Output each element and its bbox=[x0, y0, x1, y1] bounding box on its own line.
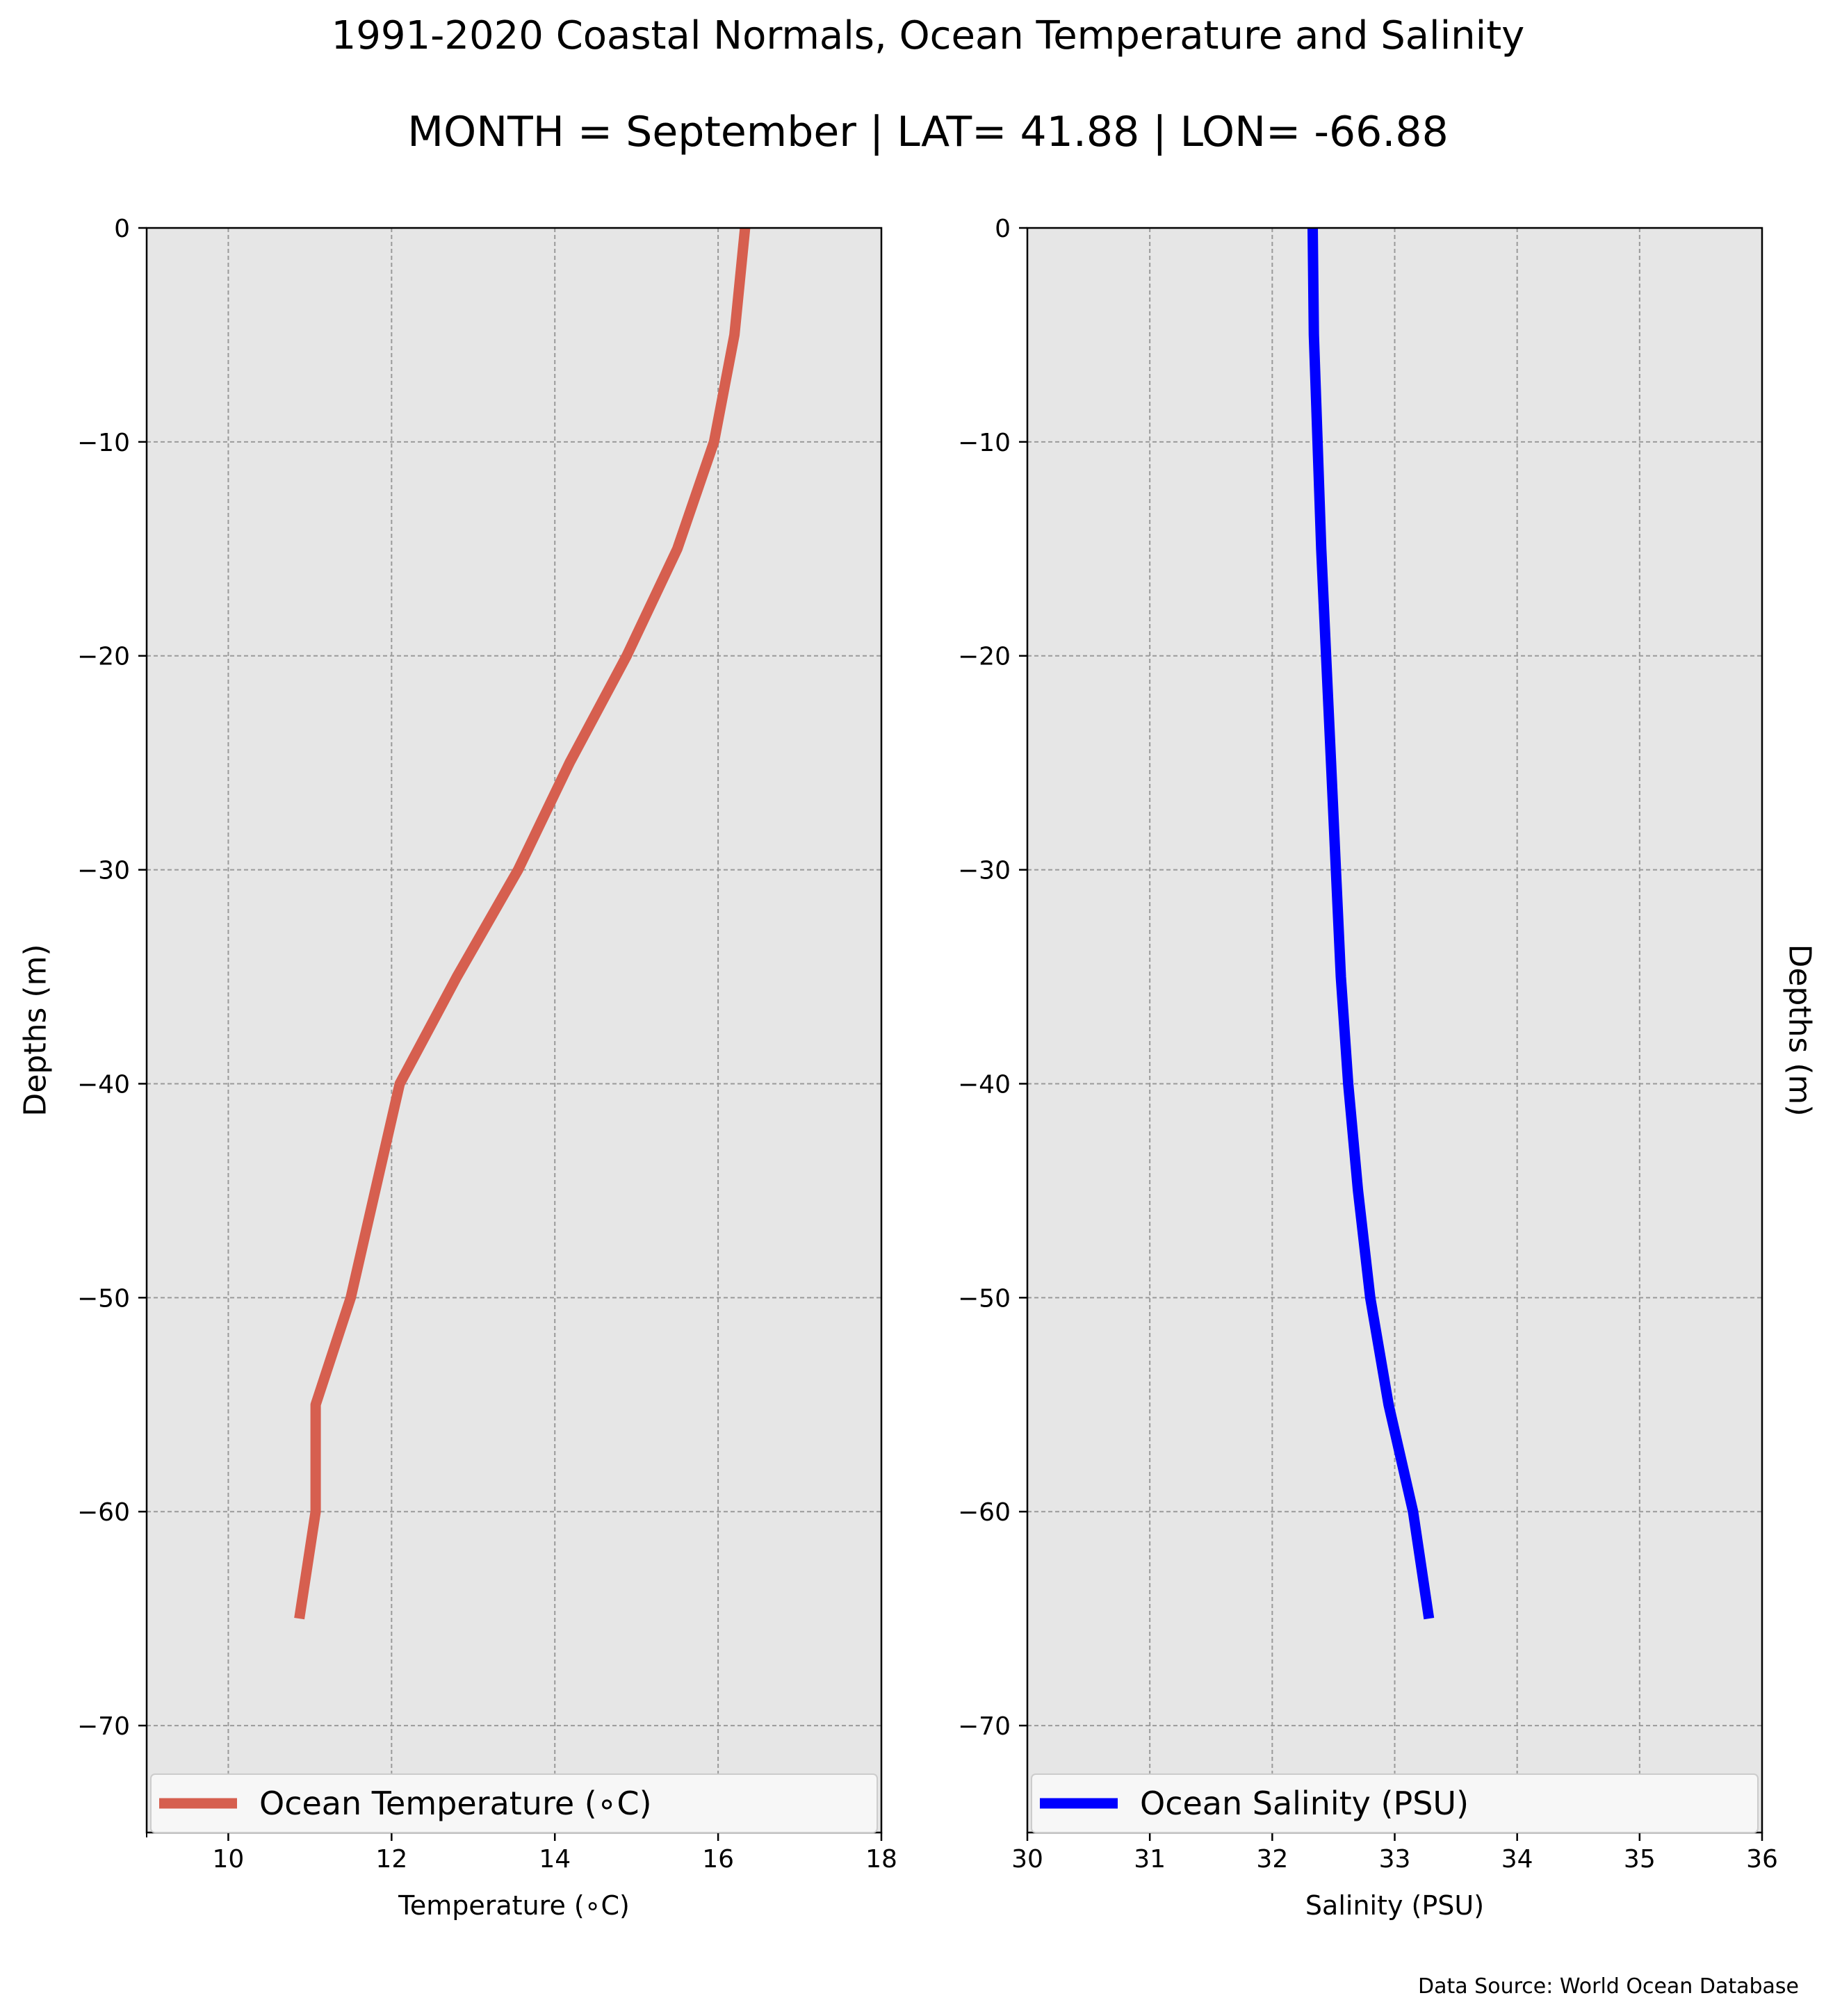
legend: Ocean Salinity (PSU) bbox=[1031, 1773, 1759, 1833]
x-axis-label: Temperature (∘C) bbox=[398, 1890, 630, 1921]
x-tick-label: 33 bbox=[1379, 1845, 1411, 1874]
y-tick-label: 0 bbox=[995, 215, 1011, 243]
x-tick-label: 16 bbox=[702, 1845, 734, 1874]
series-line bbox=[1307, 227, 1435, 1620]
legend-box bbox=[1031, 1773, 1759, 1833]
y-tick-label: −70 bbox=[77, 1712, 130, 1741]
figure-title: 1991-2020 Coastal Normals, Ocean Tempera… bbox=[332, 13, 1525, 58]
legend-box bbox=[150, 1773, 878, 1833]
y-tick-label: −50 bbox=[77, 1284, 130, 1313]
y-axis-label: Depths (m) bbox=[1782, 944, 1818, 1116]
y-axis-label: Depths (m) bbox=[17, 944, 53, 1116]
series-line bbox=[294, 227, 751, 1620]
x-tick-label: 32 bbox=[1256, 1845, 1288, 1874]
x-tick-label: 31 bbox=[1134, 1845, 1166, 1874]
y-tick-label: −30 bbox=[958, 857, 1011, 885]
y-tick-label: −60 bbox=[77, 1498, 130, 1527]
y-tick-label: 0 bbox=[114, 215, 130, 243]
x-tick-label: 34 bbox=[1501, 1845, 1533, 1874]
x-tick-label: 10 bbox=[213, 1845, 245, 1874]
plot-background bbox=[147, 228, 881, 1833]
legend-label: Ocean Temperature (∘C) bbox=[259, 1785, 652, 1822]
x-tick-label: 36 bbox=[1746, 1845, 1778, 1874]
y-tick-label: −10 bbox=[958, 429, 1011, 457]
y-tick-label: −20 bbox=[77, 643, 130, 671]
data-source-note: Data Source: World Ocean Database bbox=[1418, 1974, 1799, 1999]
x-axis-label: Salinity (PSU) bbox=[1305, 1890, 1484, 1921]
figure-subtitle: MONTH = September | LAT= 41.88 | LON= -6… bbox=[407, 108, 1449, 156]
y-tick-label: −30 bbox=[77, 857, 130, 885]
x-tick-label: 14 bbox=[539, 1845, 571, 1874]
temperature-panel: 10 12 14 16 18 0 −10 −20 −30 −40 −50 −60 −70 Temperat… bbox=[17, 215, 897, 1921]
salinity-panel: 30 31 32 33 34 35 36 0 −10 −20 −30 −40 −50 −60 −70 Sali… bbox=[958, 215, 1818, 1921]
y-tick-label: −40 bbox=[958, 1070, 1011, 1099]
y-tick-label: −50 bbox=[958, 1284, 1011, 1313]
legend: Ocean Temperature (∘C) bbox=[150, 1773, 878, 1833]
x-tick-label: 35 bbox=[1624, 1845, 1656, 1874]
y-tick-label: −40 bbox=[77, 1070, 130, 1099]
y-tick-label: −70 bbox=[958, 1712, 1011, 1741]
legend-label: Ocean Salinity (PSU) bbox=[1140, 1785, 1469, 1822]
x-tick-label: 18 bbox=[865, 1845, 897, 1874]
x-tick-label: 12 bbox=[375, 1845, 407, 1874]
x-tick-label: 30 bbox=[1011, 1845, 1043, 1874]
y-tick-label: −20 bbox=[958, 643, 1011, 671]
y-tick-label: −10 bbox=[77, 429, 130, 457]
y-tick-label: −60 bbox=[958, 1498, 1011, 1527]
